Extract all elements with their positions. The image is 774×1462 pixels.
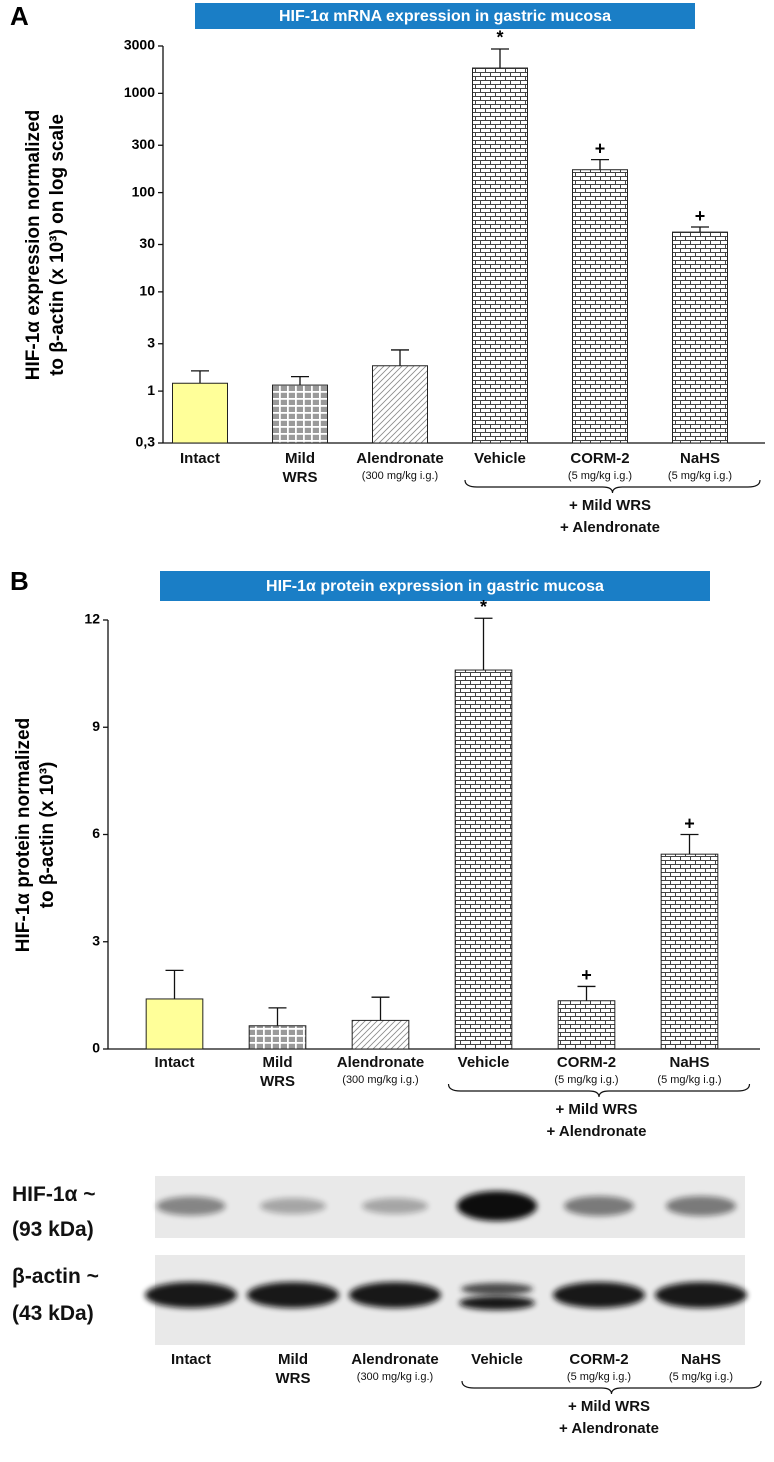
y-tick-label: 0,3 [136, 434, 156, 450]
x-tick-label: NaHS [680, 1351, 721, 1368]
title-box [195, 3, 695, 29]
significance-mark: + [595, 138, 606, 158]
blot-label: β-actin ~ [12, 1265, 99, 1288]
x-tick-label: Mild WRS [275, 1351, 311, 1387]
blot-band [145, 1282, 237, 1308]
y-tick-label: 6 [92, 825, 100, 841]
bar [351, 1019, 410, 1050]
group-label: + Alendronate [560, 519, 660, 536]
blot-size: (93 kDa) [12, 1218, 94, 1241]
y-tick-label: 3 [147, 334, 155, 350]
panel-label: A [10, 1, 29, 31]
y-tick-label: 0 [92, 1040, 100, 1056]
y-tick-label: 1 [147, 382, 155, 398]
blot-band [655, 1282, 747, 1308]
y-tick-label: 300 [132, 136, 156, 152]
significance-mark: + [581, 965, 592, 985]
x-tick-label: NaHS [679, 450, 720, 467]
y-tick-label: 1000 [124, 84, 155, 100]
bar [454, 669, 513, 1050]
blot-band [362, 1198, 428, 1214]
category-note: (5 mg/kg i.g.) [567, 470, 633, 482]
y-tick-label: 100 [132, 183, 156, 199]
group-label: + Mild WRS [567, 1398, 651, 1415]
blot-panel [155, 1176, 745, 1238]
category-note: (5 mg/kg i.g.) [566, 1371, 632, 1383]
bar [372, 365, 428, 444]
y-tick-label: 30 [139, 235, 155, 251]
title-box [160, 571, 710, 601]
significance-mark: * [496, 28, 503, 48]
x-tick-label: Alendronate [356, 450, 444, 467]
x-tick-label: NaHS [669, 1054, 710, 1071]
bar [472, 67, 528, 444]
blot-label: HIF-1α ~ [12, 1183, 96, 1206]
category-note: (5 mg/kg i.g.) [668, 1371, 734, 1383]
chart-title: HIF-1α mRNA expression in gastric mucosa [279, 8, 611, 25]
category-note: (300 mg/kg i.g.) [361, 470, 439, 482]
bar [248, 1025, 307, 1050]
x-tick-label: Vehicle [474, 450, 526, 467]
bar [660, 853, 719, 1050]
x-tick-label: CORM-2 [569, 1351, 629, 1368]
blot-band [553, 1282, 645, 1308]
category-note: (5 mg/kg i.g.) [657, 1074, 722, 1086]
group-brace [447, 1083, 751, 1098]
y-axis-label: to β-actin (x 10³) [37, 762, 58, 909]
significance-mark: + [684, 813, 695, 833]
blot-band [156, 1196, 226, 1216]
blot-band [247, 1282, 339, 1308]
bar [672, 231, 728, 444]
category-note: (5 mg/kg i.g.) [554, 1074, 619, 1086]
y-tick-label: 10 [139, 283, 155, 299]
significance-mark: + [695, 206, 706, 226]
category-note: (300 mg/kg i.g.) [356, 1371, 434, 1383]
blot-band [666, 1196, 736, 1216]
y-tick-label: 12 [84, 611, 100, 627]
bar [145, 998, 204, 1050]
blot-band [457, 1191, 537, 1221]
blot-band [260, 1198, 326, 1214]
group-label: + Alendronate [559, 1420, 659, 1437]
blot-band [461, 1283, 533, 1295]
significance-mark: * [480, 597, 487, 617]
bar [572, 169, 628, 444]
group-label: + Mild WRS [555, 1101, 638, 1118]
blot-size: (43 kDa) [12, 1302, 94, 1325]
y-tick-label: 9 [92, 718, 100, 734]
group-label: + Mild WRS [568, 497, 652, 514]
x-tick-label: Alendronate [351, 1351, 439, 1368]
y-axis-label: to β-actin (x 10³) on log scale [47, 114, 68, 376]
x-tick-label: Vehicle [457, 1054, 510, 1071]
y-axis-label: HIF-1α expression normalized [23, 110, 44, 380]
x-tick-label: CORM-2 [570, 450, 630, 467]
x-tick-label: Intact [154, 1054, 195, 1071]
blot-panel [155, 1255, 745, 1345]
y-axis-label: HIF-1α protein normalized [13, 718, 34, 952]
group-label: + Alendronate [546, 1123, 647, 1140]
y-tick-label: 3 [92, 932, 100, 948]
blot-band [459, 1296, 535, 1310]
x-tick-label: CORM-2 [556, 1054, 617, 1071]
group-brace [464, 479, 761, 494]
y-tick-label: 3000 [124, 37, 155, 53]
x-tick-label: Mild WRS [260, 1054, 295, 1090]
category-note: (5 mg/kg i.g.) [667, 470, 733, 482]
bar [172, 382, 228, 444]
chart-title: HIF-1α protein expression in gastric muc… [266, 578, 604, 595]
x-tick-label: Mild WRS [282, 450, 318, 486]
panel-label: B [10, 566, 29, 596]
bar [557, 1000, 616, 1050]
blot-band [564, 1196, 634, 1216]
x-tick-label: Intact [179, 450, 220, 467]
x-tick-label: Intact [170, 1351, 211, 1368]
group-brace [461, 1380, 762, 1395]
category-note: (300 mg/kg i.g.) [342, 1074, 419, 1086]
x-tick-label: Alendronate [336, 1054, 425, 1071]
blot-band [349, 1282, 441, 1308]
bar [272, 384, 328, 444]
x-tick-label: Vehicle [471, 1351, 523, 1368]
